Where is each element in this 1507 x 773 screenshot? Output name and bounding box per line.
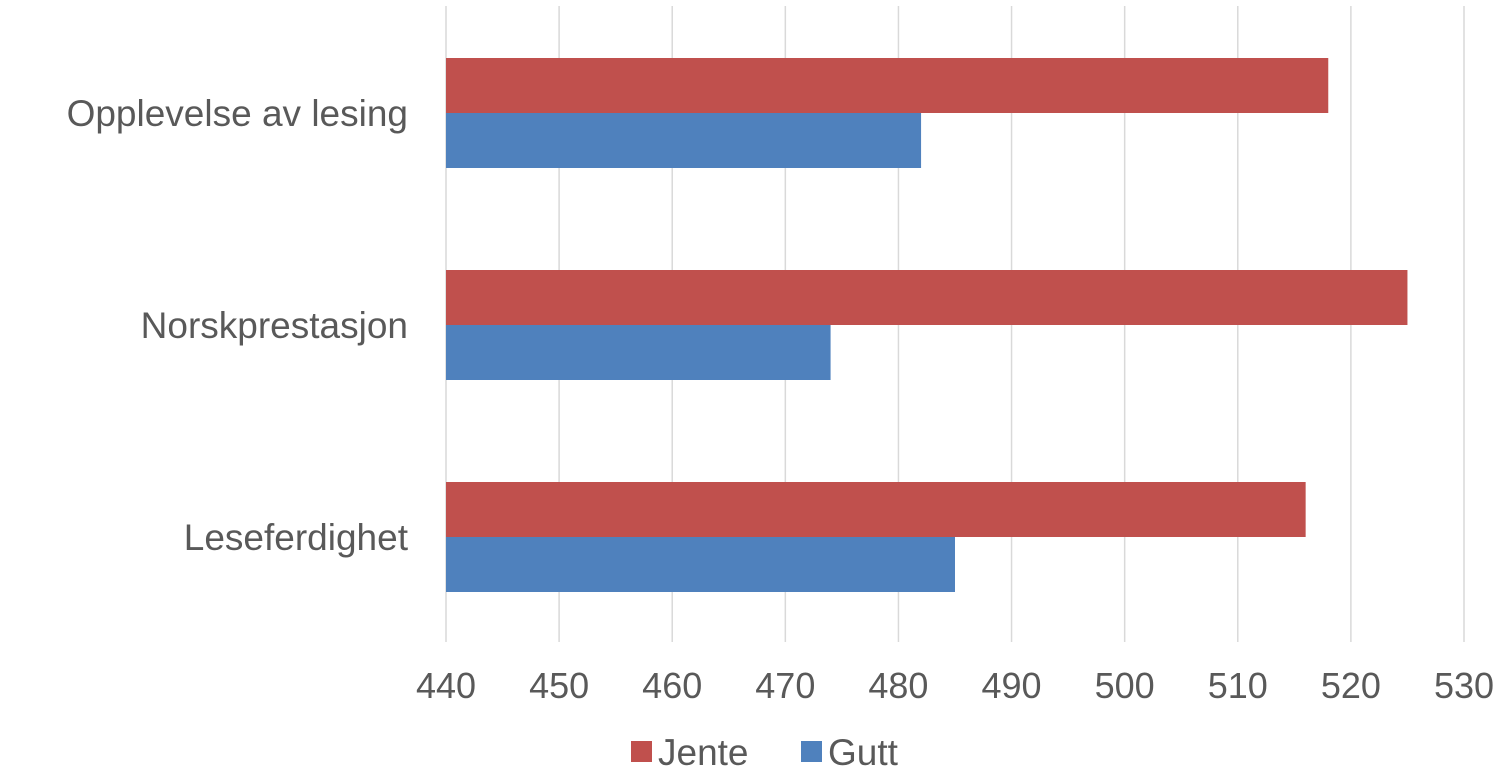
bar-jente-2: [446, 270, 1408, 325]
x-tick-label-440: 440: [416, 665, 476, 706]
bar-jente-3: [446, 482, 1306, 537]
category-label-1: Opplevelse av lesing: [67, 93, 408, 134]
x-tick-label-520: 520: [1321, 665, 1381, 706]
bar-gutt-1: [446, 113, 922, 168]
x-tick-label-460: 460: [642, 665, 702, 706]
x-tick-label-470: 470: [755, 665, 815, 706]
x-tick-label-530: 530: [1434, 665, 1494, 706]
x-tick-label-450: 450: [529, 665, 589, 706]
x-tick-label-490: 490: [982, 665, 1042, 706]
bars: [446, 58, 1408, 592]
category-label-2: Norskprestasjon: [141, 305, 408, 346]
x-tick-label-480: 480: [868, 665, 928, 706]
x-tick-label-500: 500: [1095, 665, 1155, 706]
legend-swatch-jente: [631, 741, 652, 762]
legend-label-gutt: Gutt: [828, 732, 899, 773]
bar-jente-1: [446, 58, 1329, 113]
legend-swatch-gutt: [801, 741, 822, 762]
x-tick-label-510: 510: [1208, 665, 1268, 706]
legend: Jente Gutt: [631, 732, 899, 773]
legend-label-jente: Jente: [658, 732, 749, 773]
bar-gutt-2: [446, 325, 831, 380]
category-label-3: Leseferdighet: [184, 517, 409, 558]
x-axis-tick-labels: 440 450 460 470 480 490 500 510 520 530: [416, 665, 1494, 706]
bar-gutt-3: [446, 537, 955, 592]
y-axis-category-labels: Opplevelse av lesing Norskprestasjon Lesef…: [67, 93, 409, 558]
